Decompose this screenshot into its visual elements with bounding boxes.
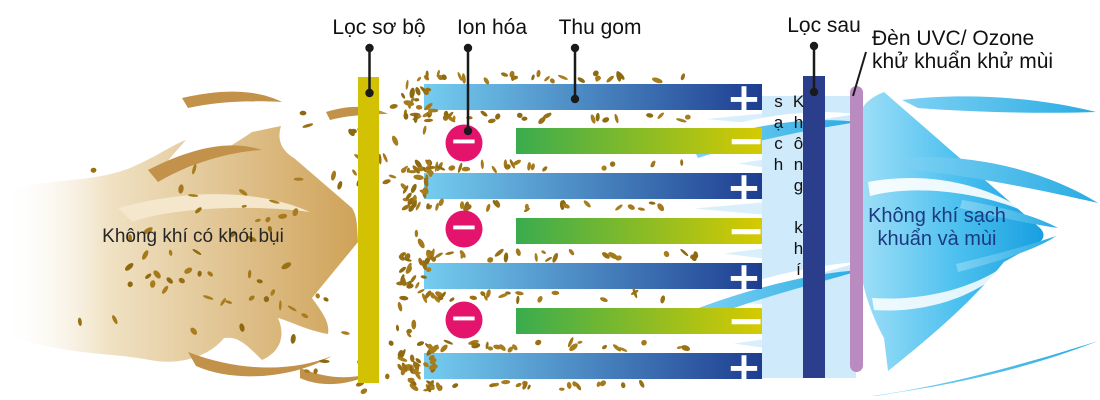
collection-label: Thu gom — [558, 16, 642, 39]
positive-plate — [424, 353, 762, 379]
clean-air-result-line1: Không khí sạch — [868, 205, 1006, 227]
positive-plate-symbol: + — [726, 74, 761, 123]
positive-plate-symbol: + — [726, 163, 761, 212]
ionizer-symbol: − — [450, 298, 479, 338]
negative-plate-symbol: − — [727, 203, 766, 257]
ionization-label: Ion hóa — [456, 16, 528, 39]
ionizer-electrodes: − − − — [445, 121, 483, 339]
negative-plate — [516, 218, 762, 244]
clean-air-vertical-label: Không khí sạch — [769, 92, 808, 281]
dirty-air-label: Không khí có khói bụi — [102, 226, 284, 247]
positive-plate-symbol: + — [726, 253, 761, 302]
callout-lines — [365, 41, 867, 136]
positive-plate-symbol: + — [726, 343, 761, 392]
positive-plate — [424, 84, 762, 110]
positive-plate — [424, 263, 762, 289]
post-filter-label: Lọc sau — [787, 14, 861, 37]
negative-plate-symbol: − — [727, 113, 766, 167]
uvc-lamp-bar — [850, 86, 863, 372]
uvc-lamp-label: Đèn UVC/ Ozone khử khuẩn khử mùi — [872, 27, 1053, 73]
ionizer-electrode — [445, 124, 483, 162]
negative-plate — [516, 308, 762, 334]
post-filter-bar — [803, 76, 825, 378]
pre-filter-bar — [358, 77, 379, 383]
pre-filter-label: Lọc sơ bộ — [332, 16, 426, 39]
plate-dust-particles — [396, 69, 699, 393]
clean-air-result-line2: khuẩn và mùi — [877, 228, 997, 250]
ionizer-electrode — [445, 210, 483, 248]
uvc-lamp-label-line1: Đèn UVC/ Ozone — [872, 27, 1035, 50]
negative-plate — [516, 128, 762, 154]
uvc-lamp-label-line2: khử khuẩn khử mùi — [872, 50, 1054, 73]
dirty-air-arrow — [0, 91, 388, 385]
clean-air-result-label: Không khí sạch khuẩn và mùi — [868, 205, 1006, 251]
collector-plates: ++++−−− — [424, 74, 765, 392]
ionizer-symbol: − — [450, 121, 479, 161]
ionizer-symbol: − — [450, 207, 479, 247]
negative-plate-symbol: − — [727, 293, 766, 347]
positive-plate — [424, 173, 762, 199]
ionizer-electrode — [445, 301, 483, 339]
clean-air-arrow — [853, 92, 1098, 396]
